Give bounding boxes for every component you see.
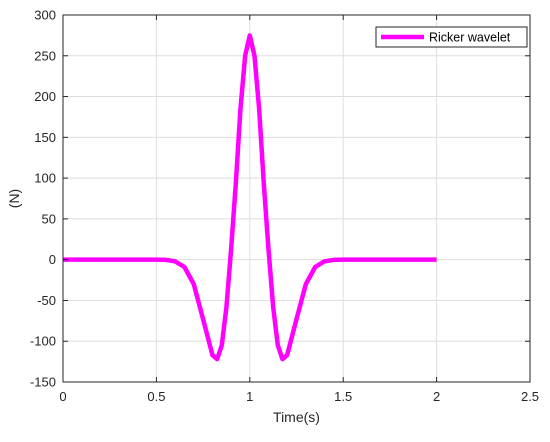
y-tick-label: -50 (37, 293, 56, 308)
y-tick-label: -150 (30, 375, 56, 390)
tick-labels: 0 0.5 1 1.5 2 2.5 -150 -100 -50 0 50 100 150 200 250 30… (30, 8, 539, 405)
legend-label-ricker-wavelet: Ricker wavelet (429, 31, 511, 45)
y-tick-label: 200 (34, 89, 56, 104)
plot-series (63, 33, 437, 362)
y-tick-label: 100 (34, 171, 56, 186)
axes-frame (62, 14, 531, 383)
x-tick-label: 0.5 (147, 389, 165, 404)
x-tick-label: 2.5 (521, 389, 539, 404)
y-tick-label: 50 (42, 211, 56, 226)
axes (62, 14, 531, 383)
y-tick-label: 150 (34, 130, 56, 145)
y-tick-label: -100 (30, 334, 56, 349)
series-line-ricker-wavelet (63, 33, 437, 362)
x-tick-label: 1.5 (334, 389, 352, 404)
x-tick-label: 2 (433, 389, 440, 404)
legend-box (375, 26, 528, 48)
x-tick-label: 0 (59, 389, 66, 404)
y-tick-label: 300 (34, 8, 56, 23)
x-tick-label: 1 (246, 389, 253, 404)
x-axis-label: Time(s) (273, 409, 320, 425)
y-axis-label: (N) (6, 189, 22, 208)
y-tick-label: 0 (49, 252, 56, 267)
y-tick-label: 250 (34, 48, 56, 63)
grid (62, 14, 531, 383)
legend: Ricker wavelet (375, 26, 528, 48)
